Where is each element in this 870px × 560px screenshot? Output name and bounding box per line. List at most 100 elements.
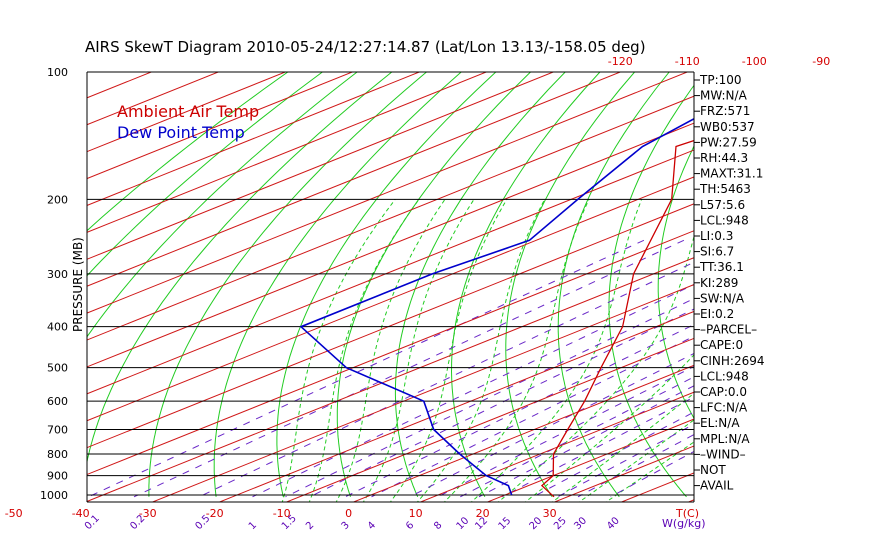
mixing-ratio-tick-label: 30: [572, 515, 589, 532]
isotherm-line: [87, 72, 488, 233]
moist-adiabat-line: [497, 234, 694, 502]
mixing-ratio-line: [502, 396, 694, 498]
mixing-ratio-line: [460, 376, 694, 498]
isotherm-line: [87, 149, 694, 395]
mixing-ratio-tick-label: 10: [455, 515, 472, 532]
mixing-ratio-line: [345, 324, 694, 498]
index-value: SI:6.7: [700, 245, 734, 259]
bottom-temperature-ticks: -50 -40 -30 -20 -10 0 10 20 30: [5, 507, 557, 520]
index-value: KI:289: [700, 276, 738, 290]
dew-point-line: [299, 117, 694, 496]
isotherm-line: [87, 257, 694, 502]
index-value: –PARCEL–: [700, 323, 757, 337]
dry-adiabat-line: [87, 72, 358, 338]
isotherm-line: [87, 72, 622, 287]
bottom-temperature-tick-label: 30: [543, 507, 557, 520]
index-value: RH:44.3: [700, 151, 748, 165]
isotherm-line: [285, 337, 694, 502]
dry-adiabat-lines: [87, 72, 870, 498]
isotherm-line: [87, 72, 421, 206]
dry-adiabat-line: [87, 72, 323, 277]
pressure-tick-label: 200: [47, 193, 68, 206]
index-value: AVAIL: [700, 479, 734, 493]
index-value: NOT: [700, 463, 726, 477]
isotherm-line: [87, 95, 694, 341]
dry-adiabat-line: [213, 72, 462, 497]
mixing-ratio-tick-label: 4: [366, 520, 378, 532]
index-value: CAPE:0: [700, 338, 743, 352]
bottom-temperature-unit: T(C): [675, 507, 699, 520]
index-value: –WIND–: [700, 447, 746, 461]
legend-ambient-air-temp: Ambient Air Temp: [117, 102, 259, 121]
mixing-ratio-line: [252, 284, 694, 498]
isotherm-line: [87, 176, 694, 422]
isobar-lines: [87, 71, 694, 503]
mixing-ratio-tick-label: 40: [605, 515, 622, 532]
bottom-temperature-tick-label: -30: [139, 507, 157, 520]
mixing-ratio-line: [133, 239, 685, 498]
legend-dew-point-temp: Dew Point Temp: [117, 123, 245, 142]
mixing-ratio-line: [285, 298, 694, 498]
index-value: L57:5.6: [700, 198, 745, 212]
isotherm-line: [87, 72, 555, 260]
sounding-profiles: [299, 117, 694, 498]
index-value: EI:0.2: [700, 307, 734, 321]
isotherm-lines: [0, 63, 870, 504]
top-temperature-tick-label: -120: [608, 55, 633, 68]
mixing-ratio-line: [371, 335, 694, 498]
mixing-ratio-tick-label: 1: [247, 520, 259, 532]
isotherm-line: [0, 63, 108, 504]
index-value: SW:N/A: [700, 291, 745, 305]
moist-adiabat-line: [389, 199, 508, 502]
pressure-tick-label: 500: [47, 362, 68, 375]
isotherm-line: [218, 310, 694, 502]
top-temperature-tick-label: -100: [742, 55, 767, 68]
index-value: TP:100: [699, 73, 742, 87]
pressure-tick-label: 1000: [40, 489, 68, 502]
moist-adiabat-line: [416, 199, 546, 502]
pressure-tick-label: 800: [47, 448, 68, 461]
bottom-temperature-tick-label: -10: [273, 507, 291, 520]
dry-adiabat-line: [276, 72, 497, 497]
top-temperature-ticks: -120-110-100-90-80-70-60-50-40: [608, 55, 830, 68]
isotherm-line: [87, 72, 287, 153]
pressure-tick-label: 100: [47, 66, 68, 79]
bottom-temperature-tick-label: -20: [206, 507, 224, 520]
moist-adiabat-line: [524, 353, 694, 502]
pressure-tick-label: 400: [47, 321, 68, 334]
index-value: EL:N/A: [700, 416, 740, 430]
top-temperature-tick-label: -90: [812, 55, 830, 68]
index-value: LCL:948: [700, 369, 749, 383]
index-value: CAP:0.0: [700, 385, 747, 399]
mixing-ratio-tick-label: 3: [340, 520, 352, 532]
mixing-ratio-tick-label: 6: [404, 520, 416, 532]
bottom-temperature-tick-label: 10: [409, 507, 423, 520]
dry-adiabat-line: [841, 72, 870, 497]
dry-adiabat-line: [148, 72, 427, 497]
dry-adiabat-line: [450, 72, 601, 498]
pressure-tick-label: 900: [47, 470, 68, 483]
dry-adiabat-line: [394, 72, 566, 498]
dry-adiabat-line: [87, 72, 393, 464]
pressure-ticks: 100 200 300 400 500 600 700 800 900 1000: [40, 66, 68, 502]
moist-adiabat-line: [362, 199, 475, 502]
dry-adiabat-line: [336, 72, 531, 497]
isotherm-line: [419, 391, 694, 502]
mixing-ratio-line: [478, 385, 694, 498]
index-value: MAXT:31.1: [700, 167, 763, 181]
isotherm-line: [151, 284, 694, 502]
isotherm-line: [751, 63, 870, 504]
mixing-ratio-tick-label: 2: [304, 520, 316, 532]
mixing-ratio-line: [532, 411, 694, 498]
bottom-temperature-tick-label: 0: [345, 507, 352, 520]
mixing-ratio-ticks: 0.1 0.2 0.5 1 1.5 2 3 4 6 8 10 12 15 20 25 30 40: [83, 513, 622, 532]
index-value: MPL:N/A: [700, 432, 750, 446]
index-value: LFC:N/A: [700, 401, 748, 415]
moist-adiabat-line: [308, 199, 420, 502]
pressure-tick-label: 300: [47, 268, 68, 281]
mixing-ratio-tick-label: 8: [432, 520, 444, 532]
index-value: LI:0.3: [700, 229, 733, 243]
top-temperature-tick-label: -110: [675, 55, 700, 68]
mixing-ratio-line: [409, 352, 694, 498]
